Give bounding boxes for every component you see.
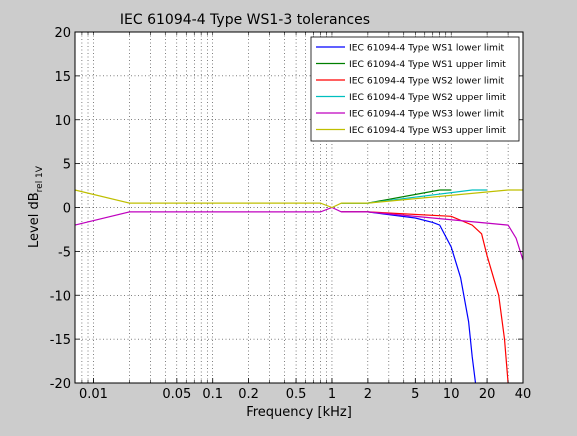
y-tick-label: 20 xyxy=(54,26,71,41)
x-axis-label: Frequency [kHz] xyxy=(246,405,352,420)
x-tick-label: 1 xyxy=(328,387,336,402)
series-line xyxy=(74,206,524,261)
x-tick-label: 40 xyxy=(515,387,532,402)
y-tick-label: -20 xyxy=(50,377,71,392)
chart-title: IEC 61094-4 Type WS1-3 tolerances xyxy=(120,12,370,28)
series-lines xyxy=(74,189,524,384)
y-tick-label: -10 xyxy=(50,289,71,304)
y-axis-label-main: Level dB xyxy=(27,192,42,248)
y-tick-label: 5 xyxy=(63,158,71,173)
x-tick-label: 2 xyxy=(364,387,372,402)
legend-entry-label: IEC 61094-4 Type WS2 upper limit xyxy=(349,92,506,103)
x-tick-label: 0.5 xyxy=(286,387,307,402)
series-line xyxy=(341,211,477,384)
x-tick-label: 0.05 xyxy=(162,387,191,402)
x-tick-label: 10 xyxy=(443,387,460,402)
y-axis-label-subscript: rel 1V xyxy=(35,165,45,192)
legend: IEC 61094-4 Type WS1 lower limit IEC 6109… xyxy=(310,36,520,142)
x-tick-label: 0.01 xyxy=(79,387,108,402)
x-tick-label: 0.1 xyxy=(202,387,223,402)
legend-entry-label: IEC 61094-4 Type WS3 lower limit xyxy=(349,109,505,120)
y-tick-label: 15 xyxy=(54,70,71,85)
y-axis-label: Level dBrel 1V xyxy=(27,165,45,248)
legend-entry-label: IEC 61094-4 Type WS1 lower limit xyxy=(349,43,505,54)
series-line xyxy=(341,211,509,384)
legend-entry-label: IEC 61094-4 Type WS3 upper limit xyxy=(349,125,506,136)
y-tick-label: -15 xyxy=(50,333,71,348)
axis-ticks: 20 15 10 5 0 -5 -10 -15 -20 0.01 0.05 0.1 0.2 0.5 1 2 5 1… xyxy=(50,26,532,402)
series-line xyxy=(74,189,523,209)
y-tick-label: -5 xyxy=(58,245,71,260)
y-tick-label: 0 xyxy=(63,202,71,217)
x-tick-label: 20 xyxy=(479,387,496,402)
y-tick-label: 10 xyxy=(54,114,71,129)
legend-entry-label: IEC 61094-4 Type WS1 upper limit xyxy=(349,59,506,70)
legend-box xyxy=(310,36,520,142)
legend-entry-label: IEC 61094-4 Type WS2 lower limit xyxy=(349,76,505,87)
x-tick-label: 0.2 xyxy=(238,387,259,402)
x-tick-label: 5 xyxy=(411,387,419,402)
